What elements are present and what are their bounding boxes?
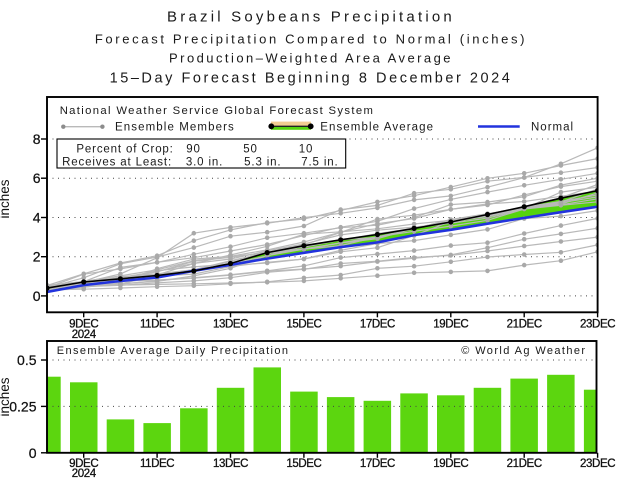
svg-text:19DEC: 19DEC [433, 458, 468, 470]
svg-text:50: 50 [243, 144, 258, 156]
svg-text:inches: inches [0, 179, 12, 218]
svg-text:9DEC: 9DEC [69, 318, 98, 330]
svg-text:Ensemble Average: Ensemble Average [320, 122, 434, 134]
svg-text:13DEC: 13DEC [213, 458, 248, 470]
svg-text:7.5 in.: 7.5 in. [301, 157, 338, 169]
svg-text:2024: 2024 [72, 468, 97, 478]
svg-text:10: 10 [299, 144, 314, 156]
svg-text:0.5: 0.5 [17, 352, 37, 368]
svg-text:4: 4 [33, 210, 41, 226]
svg-text:Normal: Normal [531, 122, 574, 134]
svg-text:15DEC: 15DEC [286, 318, 321, 330]
svg-text:Percent of Crop:: Percent of Crop: [76, 144, 173, 156]
svg-text:8: 8 [33, 131, 41, 147]
svg-text:5.3 in.: 5.3 in. [244, 157, 281, 169]
svg-text:2: 2 [33, 249, 41, 265]
svg-text:2024: 2024 [72, 329, 97, 341]
svg-text:21DEC: 21DEC [507, 318, 542, 330]
svg-text:3.0 in.: 3.0 in. [186, 157, 223, 169]
svg-text:Brazil Soybeans Precipitation: Brazil Soybeans Precipitation [167, 9, 455, 26]
svg-text:23DEC: 23DEC [580, 318, 615, 330]
svg-text:© World Ag Weather: © World Ag Weather [461, 345, 586, 357]
svg-text:0: 0 [33, 288, 41, 304]
svg-text:Receives at Least:: Receives at Least: [62, 157, 172, 169]
svg-text:inches: inches [0, 377, 12, 416]
svg-text:21DEC: 21DEC [507, 458, 542, 470]
svg-text:0: 0 [29, 445, 37, 461]
svg-text:17DEC: 17DEC [360, 458, 395, 470]
svg-text:15–Day Forecast Beginning 8 De: 15–Day Forecast Beginning 8 December 202… [110, 71, 513, 87]
svg-text:Production–Weighted Area Avera: Production–Weighted Area Average [169, 51, 453, 66]
svg-text:9DEC: 9DEC [69, 458, 98, 470]
svg-text:0.25: 0.25 [9, 398, 36, 414]
svg-text:90: 90 [186, 144, 201, 156]
svg-text:National Weather Service Globa: National Weather Service Global Forecast… [60, 105, 375, 117]
svg-text:17DEC: 17DEC [360, 318, 395, 330]
svg-text:15DEC: 15DEC [286, 458, 321, 470]
svg-text:13DEC: 13DEC [213, 318, 248, 330]
svg-text:23DEC: 23DEC [580, 458, 615, 470]
svg-text:6: 6 [33, 170, 41, 186]
svg-text:11DEC: 11DEC [140, 318, 174, 330]
svg-text:Ensemble Average Daily Precipi: Ensemble Average Daily Precipitation [57, 345, 290, 357]
svg-text:Forecast Precipitation Compare: Forecast Precipitation Compared to Norma… [95, 32, 527, 47]
svg-text:11DEC: 11DEC [140, 458, 174, 470]
svg-text:Ensemble Members: Ensemble Members [115, 122, 235, 134]
svg-text:19DEC: 19DEC [433, 318, 468, 330]
